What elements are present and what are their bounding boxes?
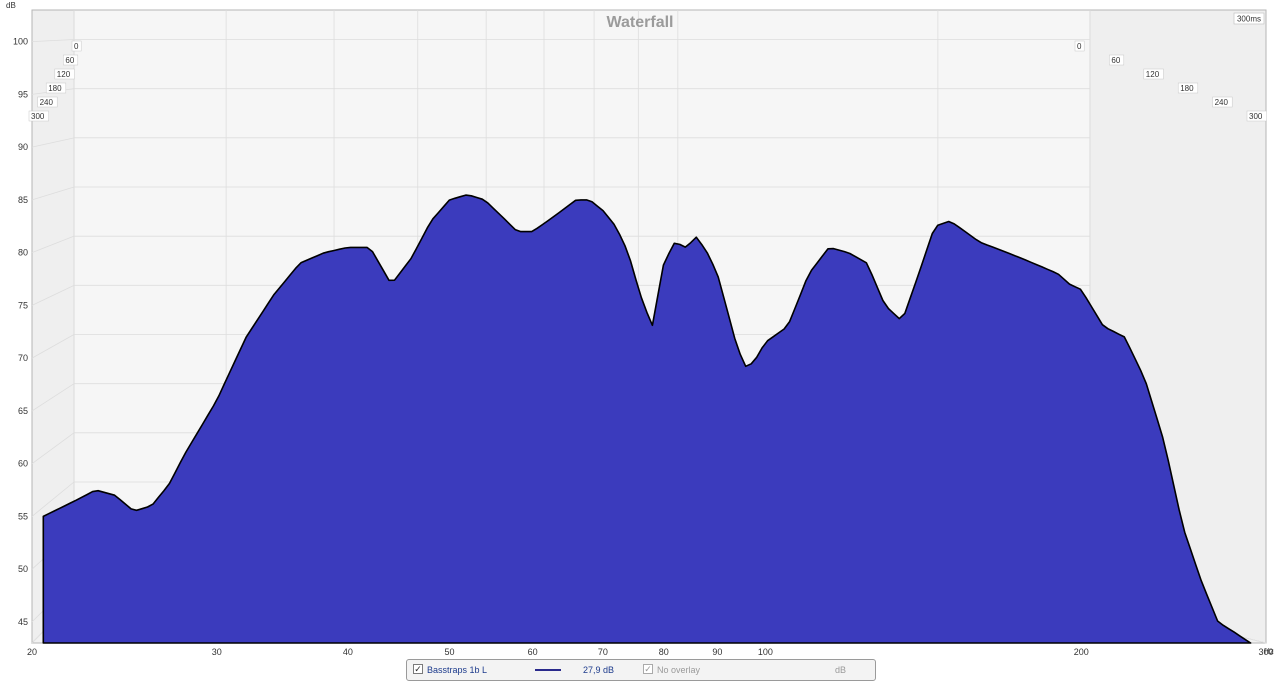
- y-tick-label: 60: [18, 459, 28, 469]
- time-tick-box-right: [1177, 82, 1199, 94]
- grid-line-db-left: [31, 235, 75, 254]
- time-tick-box-right: [1074, 40, 1085, 52]
- time-tick-box-right: [1109, 54, 1125, 66]
- overlay-label: No overlay: [657, 665, 701, 675]
- series-value: 27,9 dB: [583, 665, 615, 675]
- x-tick-label: 300: [1258, 647, 1273, 657]
- y-tick-label: 55: [18, 511, 28, 521]
- time-tick-box-right: [1143, 68, 1164, 80]
- series-line-swatch: [535, 669, 561, 671]
- y-tick-label: 80: [18, 248, 28, 258]
- y-tick-label: 95: [18, 89, 28, 99]
- x-tick-label: 200: [1074, 647, 1089, 657]
- time-tick-label-right: 0: [1077, 42, 1082, 51]
- time-tick-box-left: [45, 82, 67, 94]
- grid-line-db-left: [31, 383, 75, 412]
- x-axis-unit: Hz: [1264, 647, 1274, 656]
- time-tick-label-right: 60: [1111, 56, 1120, 65]
- grid-line-db-left: [31, 39, 75, 43]
- x-tick-label: 40: [343, 647, 353, 657]
- y-tick-label: 85: [18, 195, 28, 205]
- x-tick-label: 30: [212, 647, 222, 657]
- time-tick-label-left: 120: [57, 70, 71, 79]
- grid-line-db-left: [31, 284, 75, 306]
- time-axis-unit-box: [1233, 12, 1265, 25]
- y-axis-unit: dB: [6, 1, 16, 10]
- waterfall-slices: [42, 194, 1252, 644]
- time-tick-box-left: [63, 54, 79, 66]
- series-checkbox[interactable]: ✓: [413, 664, 423, 674]
- time-tick-label-right: 300: [1249, 112, 1263, 121]
- time-tick-label-left: 0: [74, 42, 79, 51]
- chart-title: Waterfall: [607, 14, 674, 31]
- x-axis-tick-labels: 20 30 40 50 60 70 80 90 100 200 300: [27, 647, 1274, 657]
- grid-line-db-left: [31, 432, 75, 464]
- x-tick-label: 80: [659, 647, 669, 657]
- x-tick-label: 20: [27, 647, 37, 657]
- overlay-checkbox[interactable]: ✓: [643, 664, 653, 674]
- y-tick-label: 90: [18, 142, 28, 152]
- time-tick-box-left: [28, 110, 49, 122]
- y-tick-label: 70: [18, 353, 28, 363]
- grid-line-db-left: [31, 481, 75, 517]
- time-tick-box-left: [71, 40, 82, 52]
- grid-line-db-left: [31, 334, 75, 359]
- x-tick-label: 90: [712, 647, 722, 657]
- time-tick-box-left: [54, 68, 75, 80]
- x-tick-label: 70: [598, 647, 608, 657]
- y-axis-tick-labels: 45 50 55 60 65 70 75 80 85 90 95 100: [13, 37, 28, 627]
- x-tick-label: 60: [528, 647, 538, 657]
- time-tick-label-right: 240: [1215, 98, 1229, 107]
- x-tick-label: 50: [445, 647, 455, 657]
- legend-bar: ✓ Basstraps 1b L 27,9 dB ✓ No overlay dB: [406, 659, 876, 681]
- grid-line-db-left: [31, 186, 75, 201]
- time-tick-label-right: 120: [1146, 70, 1160, 79]
- x-tick-label: 100: [758, 647, 773, 657]
- overlay-unit: dB: [835, 665, 847, 675]
- time-tick-label-right: 180: [1180, 84, 1194, 93]
- y-tick-label: 75: [18, 300, 28, 310]
- y-tick-label: 65: [18, 406, 28, 416]
- y-tick-label: 50: [18, 564, 28, 574]
- time-tick-label-left: 240: [40, 98, 54, 107]
- time-tick-label-left: 60: [65, 56, 74, 65]
- y-tick-label: 45: [18, 617, 28, 627]
- y-tick-label: 100: [13, 37, 28, 47]
- time-tick-box-left: [37, 96, 58, 108]
- grid-line-db-left: [31, 137, 75, 148]
- time-tick-box-right: [1212, 96, 1233, 108]
- time-tick-label-left: 300: [31, 112, 45, 121]
- time-tick-box-right: [1246, 110, 1267, 122]
- time-tick-label-left: 180: [48, 84, 62, 93]
- series-label: Basstraps 1b L: [427, 665, 488, 675]
- waterfall-slice: [42, 194, 1252, 644]
- time-axis-unit: 300ms: [1237, 15, 1261, 24]
